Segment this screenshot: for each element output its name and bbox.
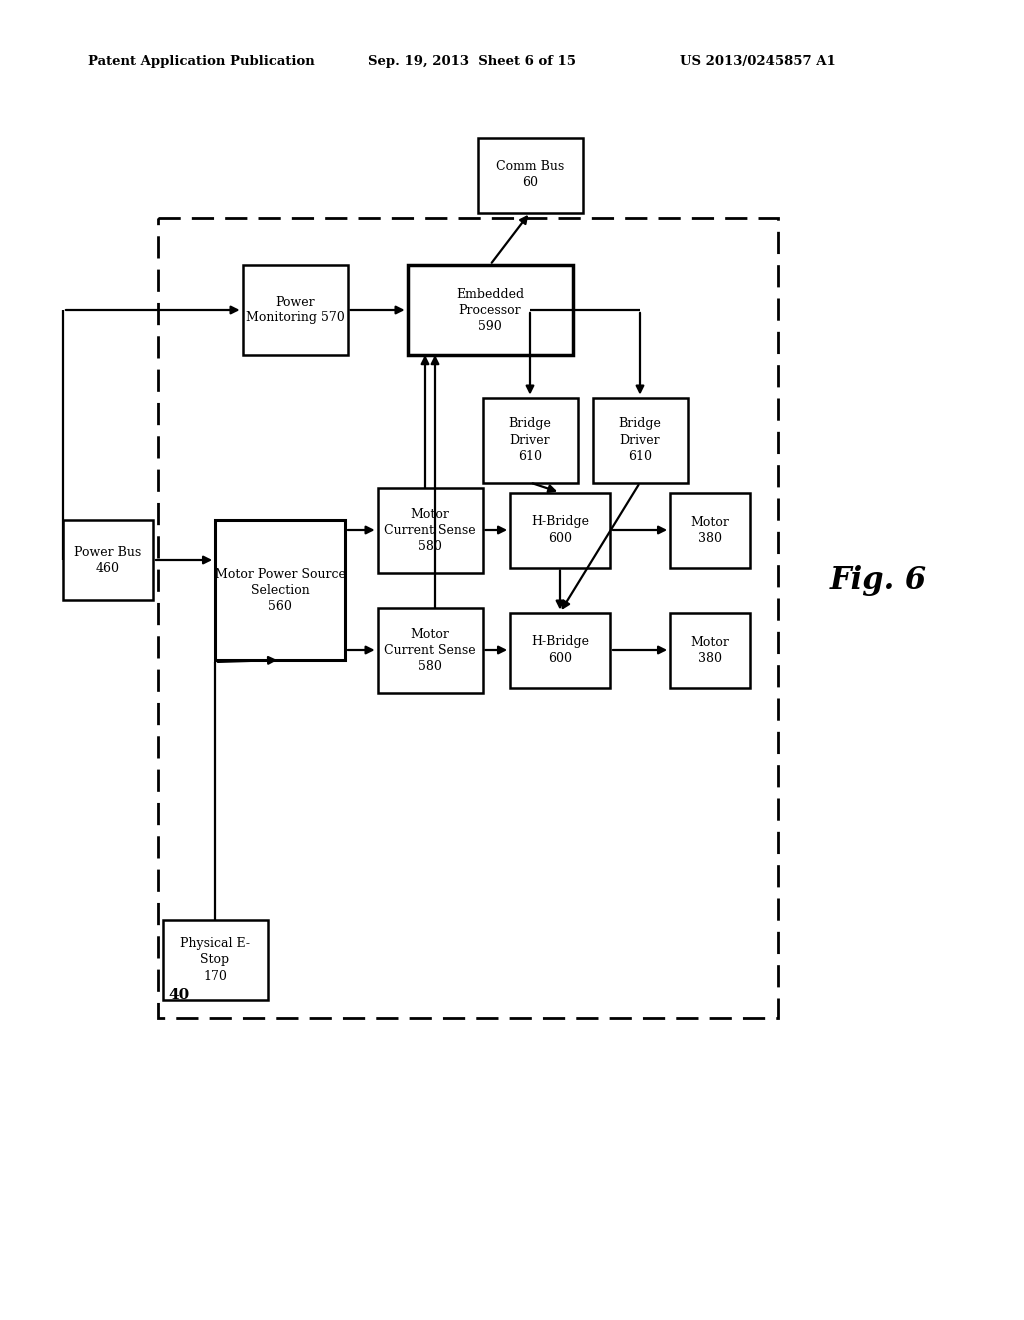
Bar: [163, 920, 267, 1001]
Bar: [482, 397, 578, 483]
Bar: [510, 612, 610, 688]
Bar: [510, 492, 610, 568]
Text: Physical E-
Stop
170: Physical E- Stop 170: [180, 937, 250, 982]
Bar: [477, 137, 583, 213]
Bar: [593, 397, 687, 483]
Bar: [670, 612, 750, 688]
Text: Motor
Current Sense
580: Motor Current Sense 580: [384, 507, 476, 553]
Text: Power
Monitoring 570: Power Monitoring 570: [246, 296, 344, 325]
Bar: [215, 520, 345, 660]
Bar: [670, 492, 750, 568]
Text: 40: 40: [168, 987, 189, 1002]
Text: Sep. 19, 2013  Sheet 6 of 15: Sep. 19, 2013 Sheet 6 of 15: [368, 55, 575, 69]
Bar: [378, 487, 482, 573]
Text: Patent Application Publication: Patent Application Publication: [88, 55, 314, 69]
Text: Motor
380: Motor 380: [690, 635, 729, 664]
Bar: [63, 520, 153, 601]
Bar: [243, 265, 347, 355]
Text: Motor
Current Sense
580: Motor Current Sense 580: [384, 627, 476, 672]
Text: H-Bridge
600: H-Bridge 600: [531, 516, 589, 544]
Text: Comm Bus
60: Comm Bus 60: [496, 161, 564, 190]
Text: US 2013/0245857 A1: US 2013/0245857 A1: [680, 55, 836, 69]
Bar: [378, 607, 482, 693]
Text: Bridge
Driver
610: Bridge Driver 610: [509, 417, 552, 462]
Text: Bridge
Driver
610: Bridge Driver 610: [618, 417, 662, 462]
Bar: [158, 218, 778, 1018]
Bar: [408, 265, 572, 355]
Text: Motor
380: Motor 380: [690, 516, 729, 544]
Text: Power Bus
460: Power Bus 460: [75, 545, 141, 574]
Text: H-Bridge
600: H-Bridge 600: [531, 635, 589, 664]
Text: Motor Power Source
Selection
560: Motor Power Source Selection 560: [215, 568, 345, 612]
Text: Embedded
Processor
590: Embedded Processor 590: [456, 288, 524, 333]
Text: Fig. 6: Fig. 6: [830, 565, 927, 595]
